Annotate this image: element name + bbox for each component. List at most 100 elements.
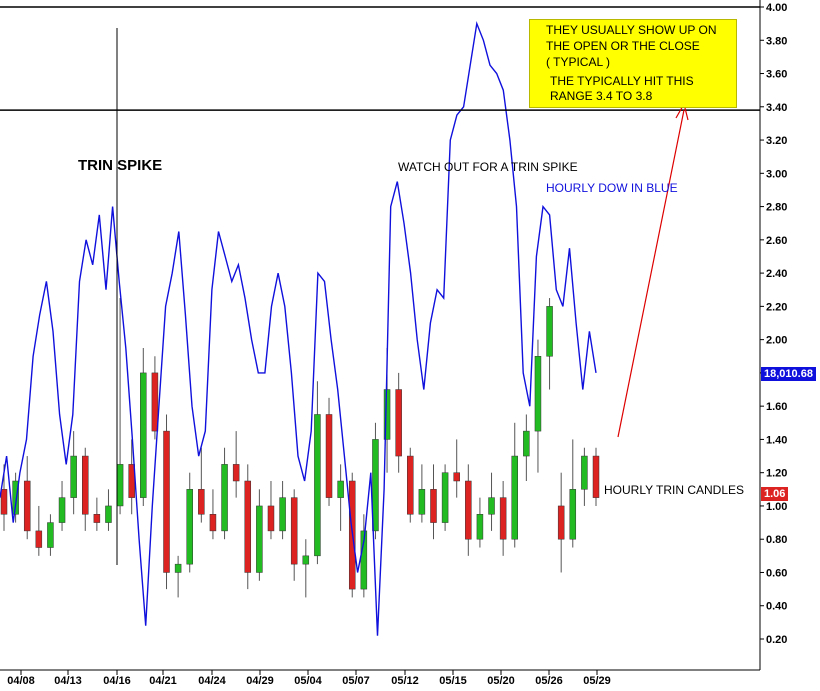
x-tick-label: 04/21 [149, 675, 177, 687]
candle-body [35, 530, 43, 548]
arrow-line [617, 109, 685, 438]
y-tick-label: 3.00 [766, 168, 787, 180]
x-tick-label: 04/08 [7, 675, 35, 687]
candle-body [569, 489, 577, 540]
candle-body [534, 356, 542, 432]
y-tick-label: 2.60 [766, 235, 787, 247]
candle-body [93, 514, 101, 523]
candle-body [465, 480, 472, 540]
candle-body [244, 480, 252, 573]
x-tick-label: 05/29 [583, 675, 611, 687]
candle-body [186, 489, 193, 565]
y-tick-label: 1.00 [766, 501, 787, 513]
y-axis-ticks: 4.00 3.80 3.60 3.40 3.20 3.00 2.80 2.60 2.40 2.20… [760, 2, 787, 646]
candle-body [174, 563, 182, 573]
candle-body [232, 464, 240, 482]
dow-line [0, 20, 597, 636]
candle-body [151, 372, 159, 432]
trin-candles [0, 298, 600, 598]
callout-line-2: THE OPEN OR THE CLOSE [546, 39, 700, 53]
x-axis-ticks: 04/08 04/13 04/16 04/21 04/24 04/29 05/04 05/07… [7, 670, 611, 687]
candle-body [221, 464, 228, 532]
candle-body [58, 497, 66, 523]
candle-body [267, 505, 275, 532]
trin-spike-label: TRIN SPIKE [78, 157, 163, 174]
candle-body [453, 472, 460, 482]
candle-body [557, 505, 565, 540]
candle-body [23, 480, 31, 532]
candle-body [290, 497, 298, 565]
candle-body [499, 497, 507, 540]
y-tick-label: 2.80 [766, 202, 787, 214]
candle-body [395, 389, 402, 457]
x-tick-label: 05/15 [439, 675, 467, 687]
x-tick-label: 04/16 [103, 675, 131, 687]
y-tick-label: 0.40 [766, 601, 787, 613]
candle-body [430, 489, 437, 523]
candle-body [441, 472, 449, 523]
y-tick-label: 2.00 [766, 335, 787, 347]
candle-body [325, 414, 333, 498]
trin-price-badge: 1.06 [761, 487, 789, 501]
candle-body [47, 522, 54, 548]
candle-body [198, 489, 205, 515]
dow-price-badge: 18,010.68 [761, 367, 816, 381]
candle-body [105, 505, 112, 523]
candle-body [302, 555, 310, 565]
candle-body [0, 489, 8, 515]
candle-body [488, 497, 495, 515]
candle-body [523, 430, 530, 457]
y-tick-label: 3.80 [766, 35, 787, 47]
x-tick-label: 04/24 [198, 675, 226, 687]
candle-body [209, 514, 217, 532]
candle-body [581, 455, 588, 490]
y-tick-label: 0.20 [766, 634, 787, 646]
x-tick-label: 05/07 [342, 675, 370, 687]
y-tick-label: 4.00 [766, 2, 787, 14]
y-tick-label: 0.80 [766, 534, 787, 546]
y-tick-label: 2.20 [766, 301, 787, 313]
candle-body [407, 455, 414, 515]
dow-series-label: HOURLY DOW IN BLUE [546, 181, 678, 195]
axes [0, 0, 761, 671]
candle-body [418, 489, 426, 515]
candle-body [592, 455, 600, 498]
x-tick-label: 05/26 [535, 675, 563, 687]
resistance-lines [0, 6, 760, 111]
candle-body [511, 455, 518, 540]
y-tick-label: 3.20 [766, 135, 787, 147]
candle-body [476, 514, 484, 540]
x-tick-label: 05/04 [294, 675, 322, 687]
candle-body [314, 414, 321, 557]
candle-body [546, 306, 553, 357]
callout-line-1: THEY USUALLY SHOW UP ON [546, 23, 717, 37]
candle-body [12, 480, 19, 515]
y-tick-label: 0.60 [766, 567, 787, 579]
x-tick-label: 05/20 [487, 675, 515, 687]
watch-out-label: WATCH OUT FOR A TRIN SPIKE [398, 160, 578, 174]
x-tick-label: 05/12 [391, 675, 419, 687]
candle-body [360, 530, 368, 590]
callout-line-5: RANGE 3.4 TO 3.8 [550, 89, 653, 103]
x-tick-label: 04/13 [54, 675, 82, 687]
y-tick-label: 1.20 [766, 468, 787, 480]
callout-line-3: ( TYPICAL ) [546, 55, 611, 69]
y-tick-label: 1.40 [766, 434, 787, 446]
y-tick-label: 2.40 [766, 268, 787, 280]
candle-body [82, 455, 89, 515]
y-tick-label: 3.40 [766, 102, 787, 114]
candle-body [337, 480, 344, 498]
trin-series-label: HOURLY TRIN CANDLES [604, 483, 745, 497]
candle-body [163, 430, 170, 573]
callout-box: THEY USUALLY SHOW UP ON THE OPEN OR THE … [529, 19, 737, 108]
dow-line-series [0, 20, 597, 636]
candle-body [70, 455, 77, 498]
x-tick-label: 04/29 [246, 675, 274, 687]
candle-body [372, 439, 379, 532]
candle-body [279, 497, 286, 532]
candle-body [140, 372, 147, 498]
candle-body [256, 505, 263, 573]
y-tick-label: 1.60 [766, 401, 787, 413]
candle-body [116, 464, 124, 507]
y-tick-label: 3.60 [766, 69, 787, 81]
